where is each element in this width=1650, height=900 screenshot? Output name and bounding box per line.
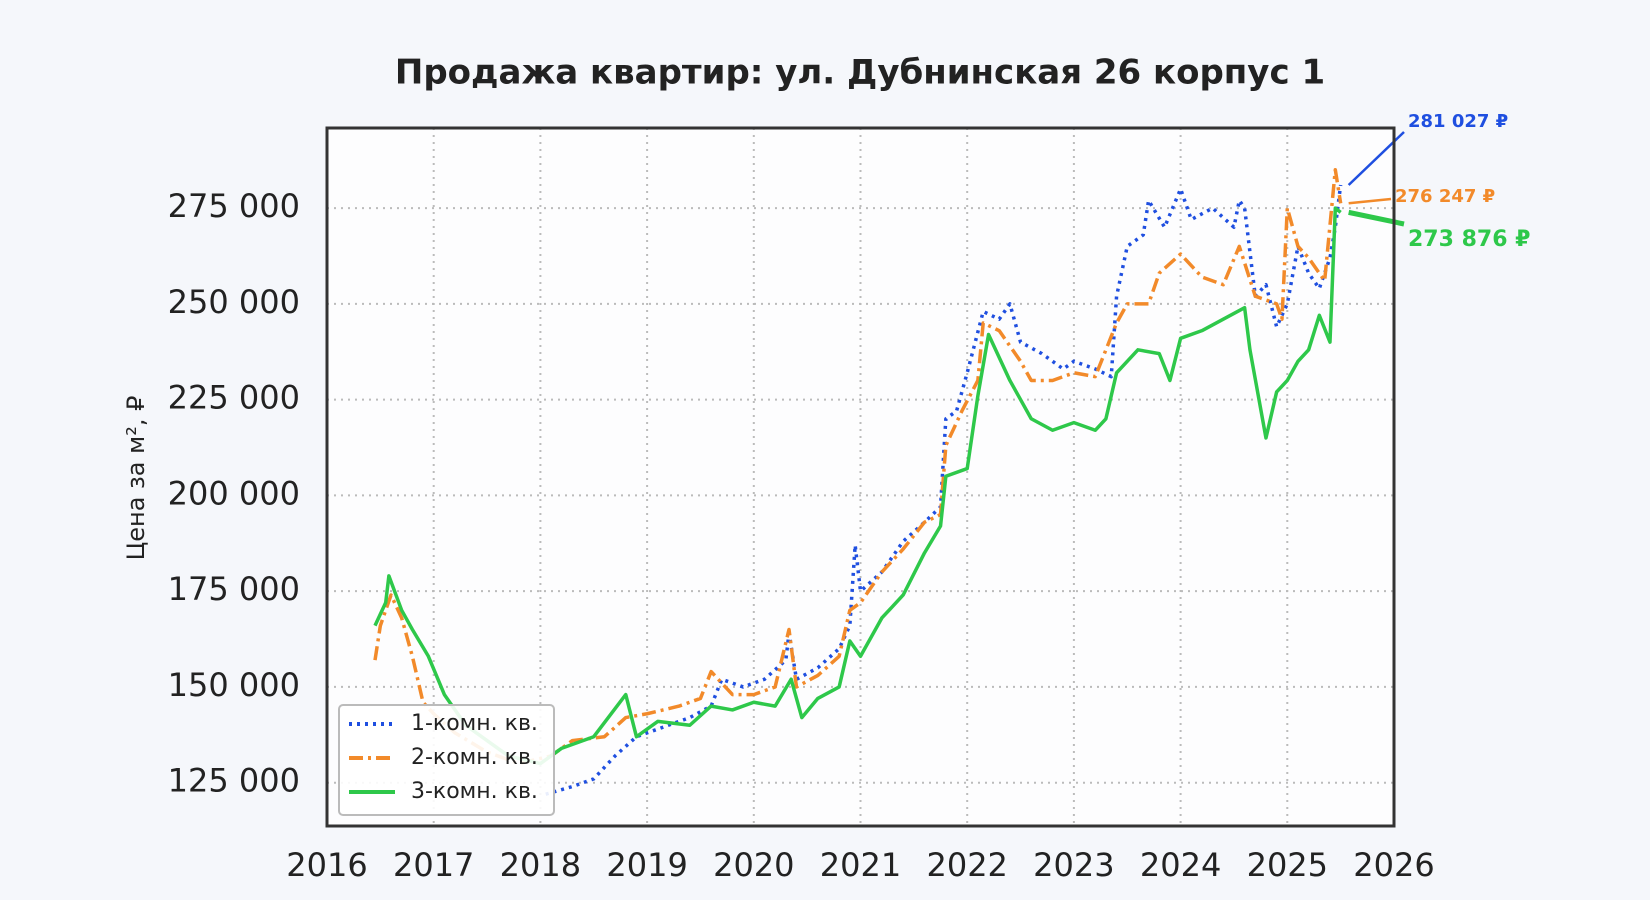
chart-title: Продажа квартир: ул. Дубнинская 26 корпу… [395,53,1325,93]
y-tick-label: 275 000 [168,187,300,225]
x-tick-label: 2016 [286,846,367,884]
x-tick-label: 2025 [1247,846,1328,884]
x-tick-label: 2019 [606,846,687,884]
legend-label: 1-комн. кв. [411,711,538,736]
x-tick-label: 2026 [1353,846,1434,884]
x-tick-label: 2022 [926,846,1007,884]
x-tick-label: 2020 [713,846,794,884]
x-tick-label: 2017 [393,846,474,884]
series-line [545,184,1343,796]
annotation-arrow [1348,197,1392,205]
x-tick-label: 2018 [500,846,581,884]
y-tick-label: 225 000 [168,379,300,417]
y-tick-label: 200 000 [168,474,300,512]
legend-label: 2-комн. кв. [411,745,538,770]
y-tick-label: 250 000 [168,283,300,321]
y-tick-label: 125 000 [168,762,300,800]
legend-box [338,704,555,816]
plot-border [325,126,1396,828]
y-tick-label: 150 000 [168,666,300,704]
value-label: 273 876 ₽ [1408,227,1530,252]
value-label: 276 247 ₽ [1395,186,1495,207]
value-label: 281 027 ₽ [1408,111,1508,132]
x-tick-label: 2024 [1140,846,1221,884]
x-tick-label: 2023 [1033,846,1114,884]
y-tick-label: 175 000 [168,570,300,608]
x-tick-label: 2021 [820,846,901,884]
y-axis-label: Цена за м², ₽ [122,396,150,561]
legend-label: 3-комн. кв. [411,779,538,804]
